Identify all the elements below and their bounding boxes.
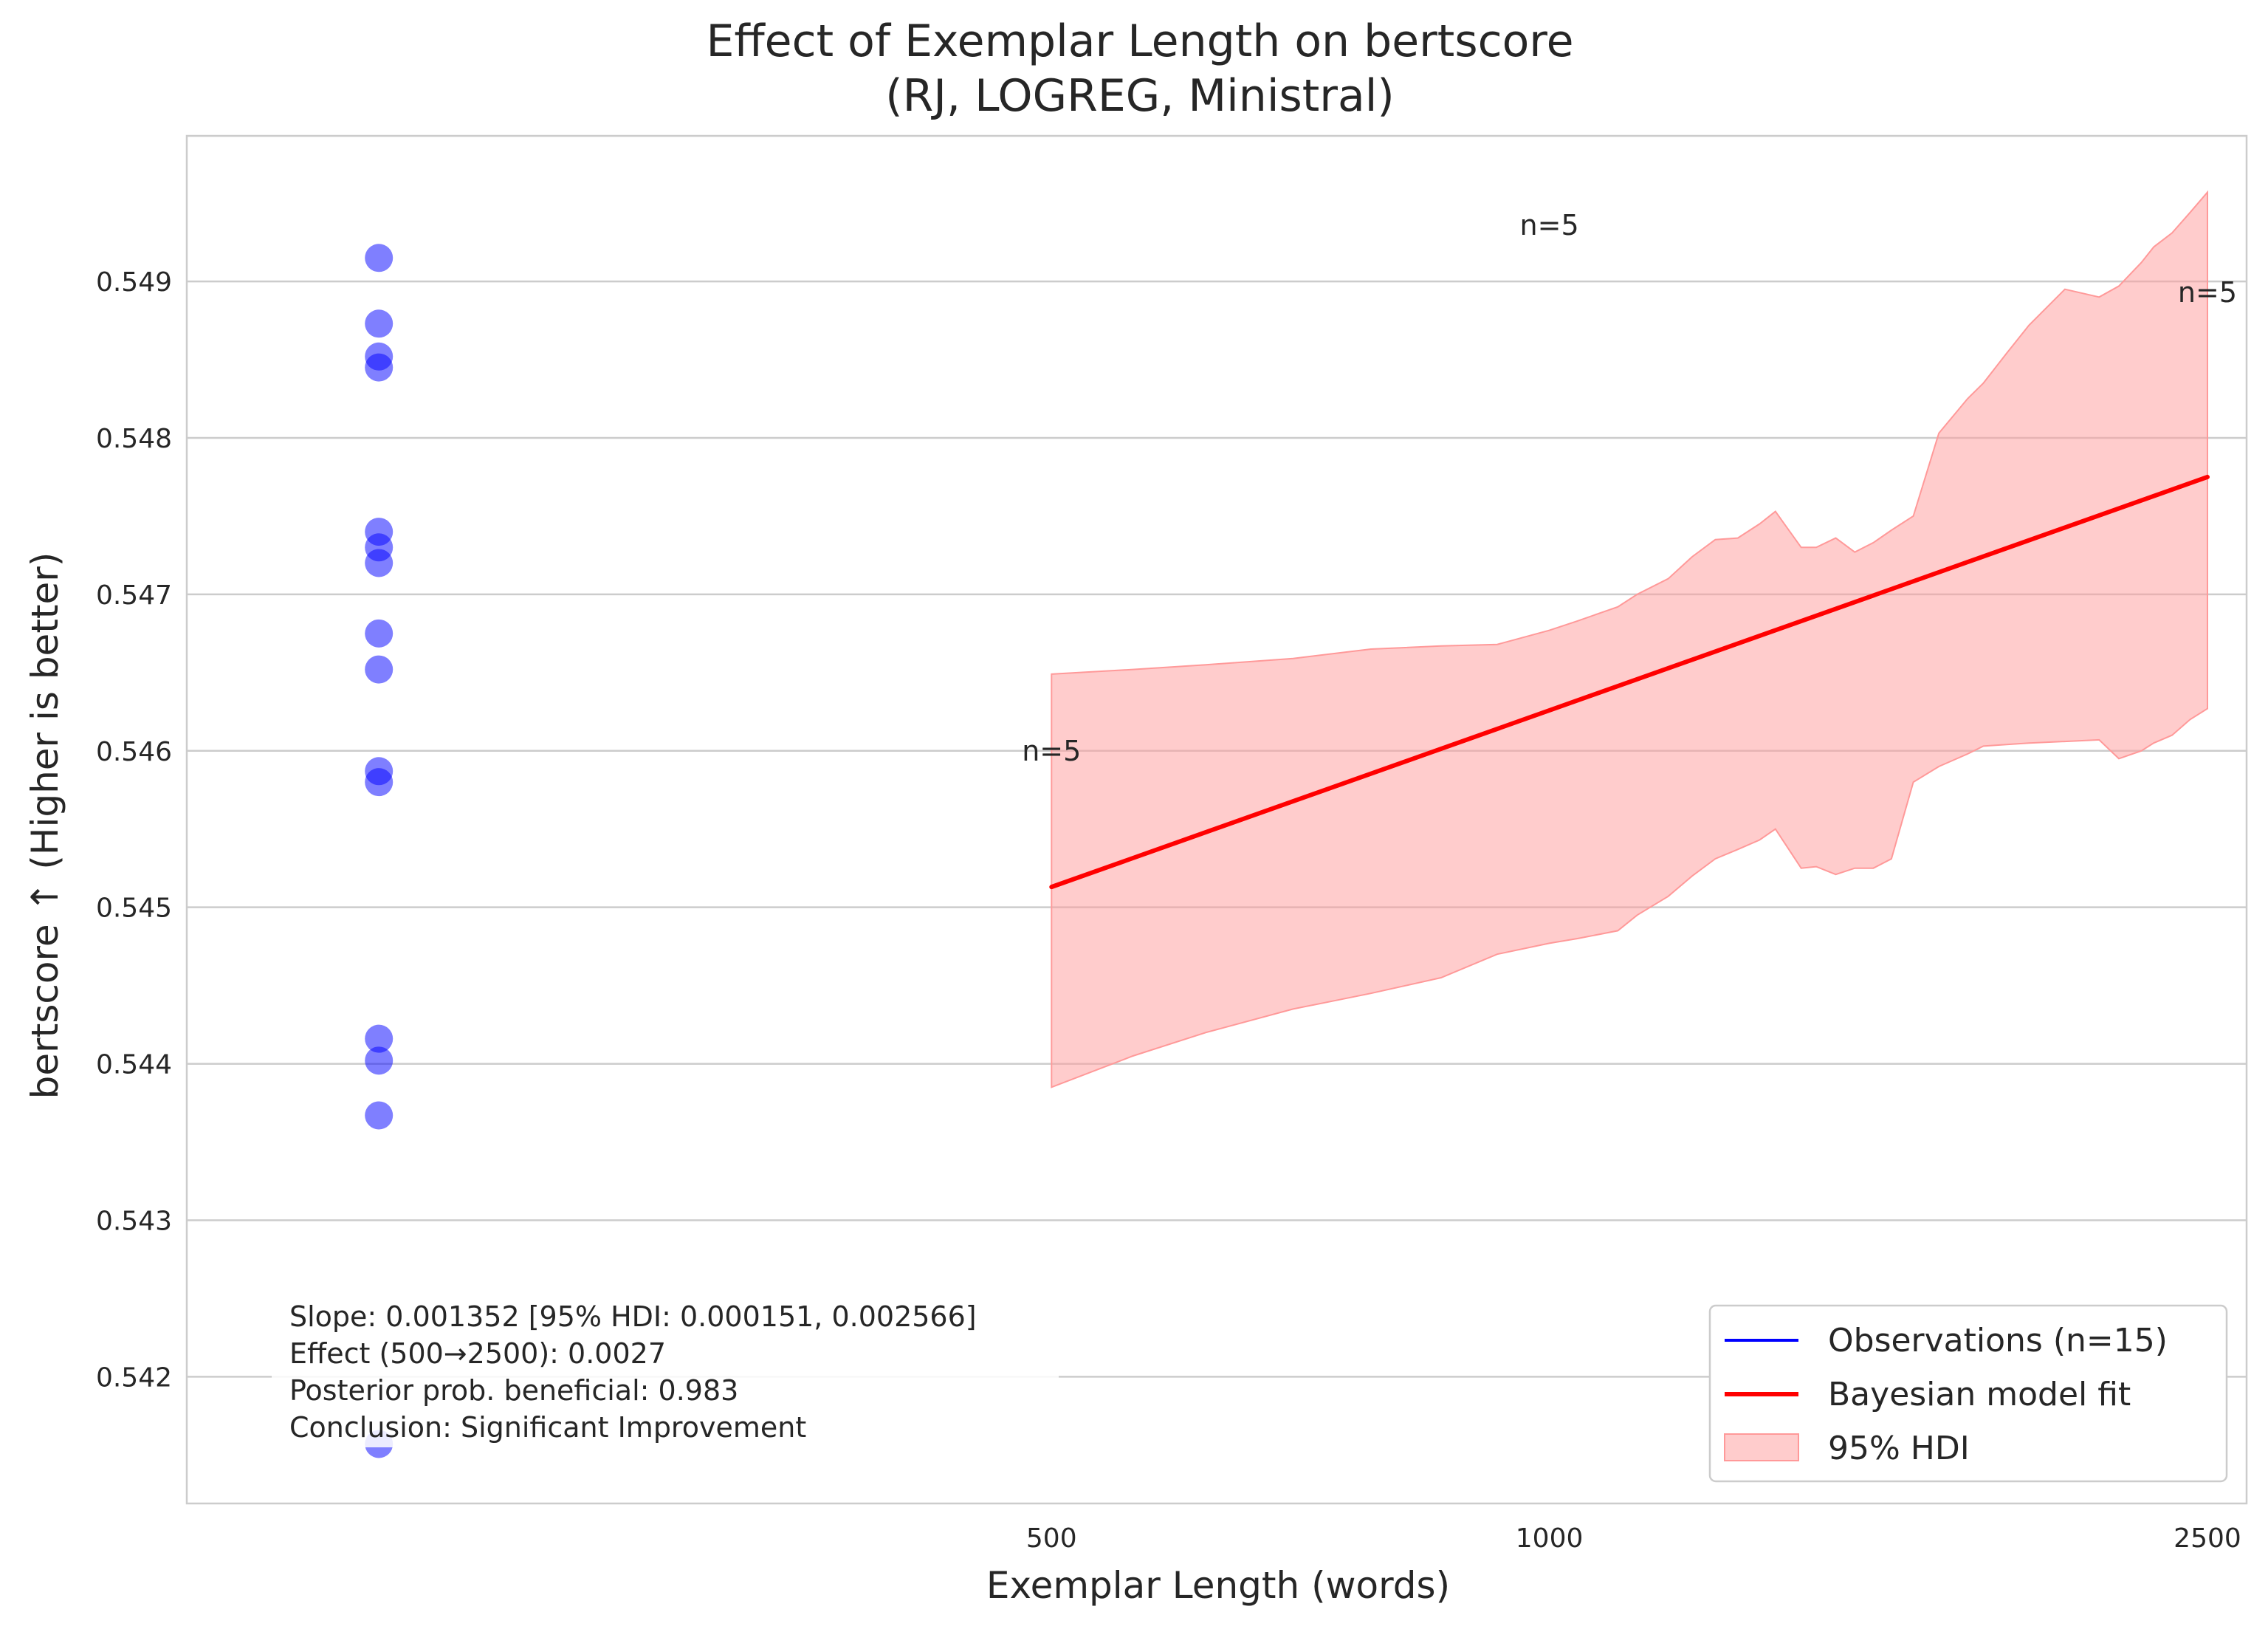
fit-line-layer (1049, 474, 2210, 890)
x-tick-label: 500 (1026, 1523, 1077, 1554)
hdi-band (1051, 190, 2208, 1088)
hdi-band-layer (1051, 190, 2208, 1088)
y-axis-label: bertscore ↑ (Higher is better) (24, 552, 66, 1100)
y-tick-labels: 0.542 0.543 0.544 0.545 0.546 0.547 0.548 0.549 (96, 267, 172, 1393)
stats-conclusion: Conclusion: Significant Improvement (289, 1411, 806, 1444)
observation-point (365, 353, 394, 382)
stats-slope: Slope: 0.001352 [95% HDI: 0.000151, 0.00… (289, 1300, 977, 1333)
observation-point (365, 619, 394, 648)
chart-subtitle: (RJ, LOGREG, Ministral) (885, 70, 1395, 122)
y-tick-label: 0.545 (96, 894, 172, 924)
x-axis-label: Exemplar Length (words) (986, 1564, 1450, 1607)
observation-point (365, 655, 394, 684)
observation-point (365, 1046, 394, 1075)
sample-size-label: n=5 (1520, 209, 1579, 241)
legend-hdi-swatch (1724, 1433, 1799, 1461)
observation-point (365, 244, 394, 272)
observation-point (365, 768, 394, 797)
y-tick-label: 0.549 (96, 267, 172, 298)
stats-box-background (272, 1291, 1059, 1447)
stats-box: Slope: 0.001352 [95% HDI: 0.000151, 0.00… (272, 1291, 1059, 1447)
y-tick-label: 0.544 (96, 1050, 172, 1080)
plot-frame (185, 134, 2248, 1505)
sample-size-label: n=5 (1022, 735, 1081, 767)
sample-size-label: n=5 (2178, 276, 2237, 309)
legend-observations-label: Observations (n=15) (1828, 1322, 2168, 1359)
y-tick-label: 0.543 (96, 1206, 172, 1236)
y-tick-label: 0.547 (96, 580, 172, 611)
chart-title: Effect of Exemplar Length on bertscore (706, 16, 1573, 67)
legend-box (1708, 1304, 2228, 1483)
x-tick-label: 2500 (2174, 1523, 2241, 1554)
x-tick-labels: 500 1000 2500 (1026, 1523, 2241, 1554)
stats-posterior: Posterior prob. beneficial: 0.983 (289, 1374, 738, 1407)
legend: Observations (n=15) Bayesian model fit 9… (1708, 1304, 2228, 1483)
sample-size-annotations: n=5 n=5 n=5 (1022, 209, 2237, 767)
y-tick-label: 0.548 (96, 424, 172, 454)
y-tick-label: 0.542 (96, 1362, 172, 1393)
x-tick-label: 1000 (1516, 1523, 1584, 1554)
fit-line (1049, 474, 2210, 890)
observation-point (365, 1101, 394, 1130)
legend-hdi-label: 95% HDI (1828, 1430, 1970, 1467)
stats-effect: Effect (500→2500): 0.0027 (289, 1337, 666, 1370)
y-tick-label: 0.546 (96, 737, 172, 767)
observation-point (365, 549, 394, 577)
observation-point (365, 309, 394, 338)
observation-point (365, 1024, 394, 1053)
legend-fit-label: Bayesian model fit (1828, 1376, 2131, 1413)
